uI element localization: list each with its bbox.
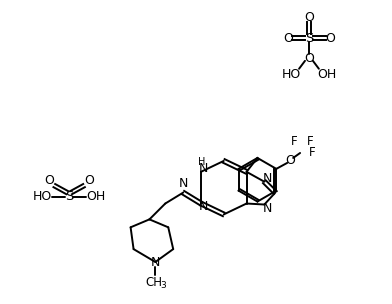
Text: N: N <box>178 177 188 190</box>
Text: H: H <box>198 157 206 167</box>
Text: O: O <box>285 154 295 168</box>
Text: S: S <box>305 32 313 45</box>
Text: N: N <box>199 200 209 213</box>
Text: HO: HO <box>281 68 301 81</box>
Text: F: F <box>309 147 315 160</box>
Text: O: O <box>304 52 314 65</box>
Text: O: O <box>304 11 314 24</box>
Text: CH: CH <box>145 276 162 289</box>
Text: N: N <box>263 172 272 185</box>
Text: 3: 3 <box>160 281 166 290</box>
Text: O: O <box>84 174 94 187</box>
Text: F: F <box>291 135 298 148</box>
Text: OH: OH <box>86 190 105 203</box>
Text: OH: OH <box>317 68 336 81</box>
Text: HO: HO <box>33 190 52 203</box>
Text: S: S <box>65 190 73 203</box>
Text: F: F <box>307 135 313 148</box>
Text: N: N <box>263 202 272 215</box>
Text: N: N <box>199 162 209 175</box>
Text: O: O <box>44 174 54 187</box>
Text: O: O <box>325 32 335 45</box>
Text: N: N <box>151 257 160 269</box>
Text: O: O <box>283 32 293 45</box>
